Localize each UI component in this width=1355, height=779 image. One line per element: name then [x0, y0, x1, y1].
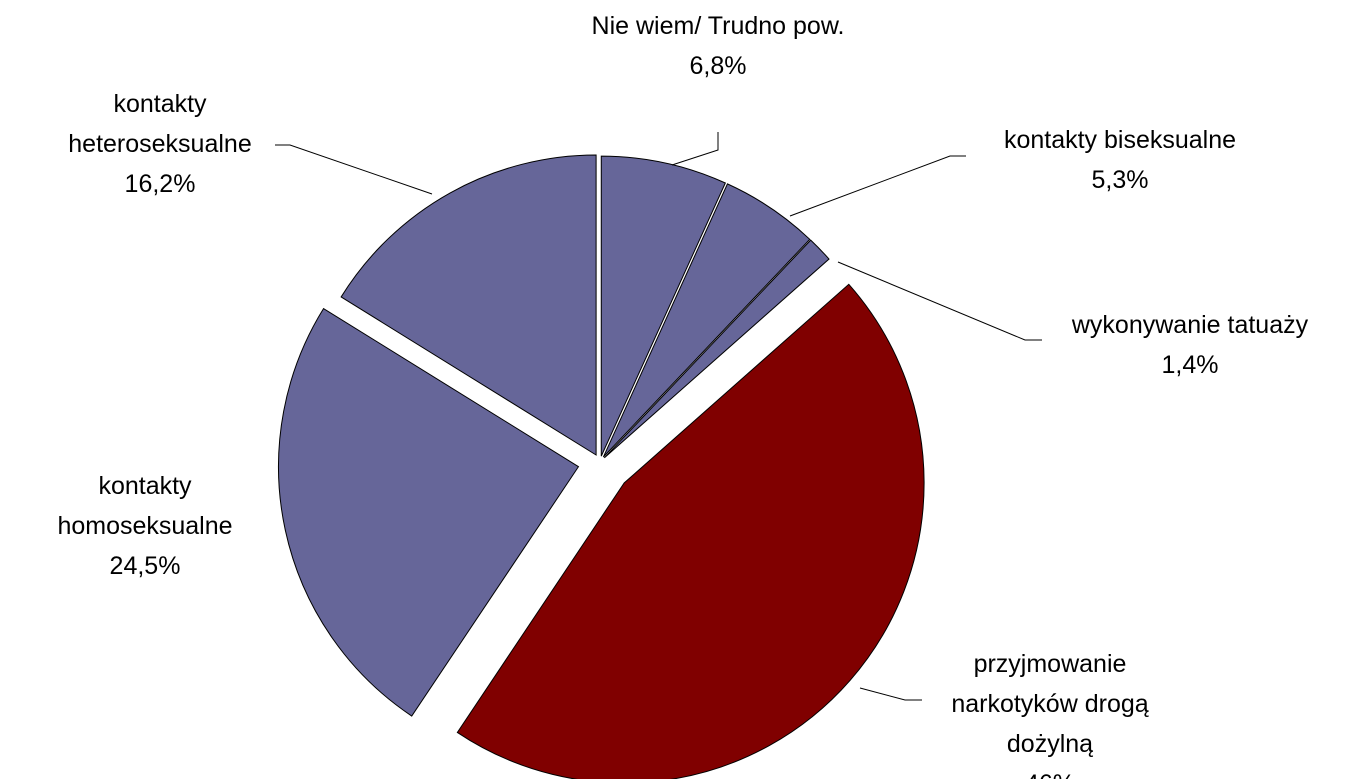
leader-line: [671, 132, 719, 166]
value-label: 16,2%: [124, 170, 196, 198]
slice-label: kontakty heteroseksualne 16,2%: [40, 84, 280, 204]
leader-line: [789, 155, 966, 217]
pie-slice: [602, 183, 811, 458]
slice-label: kontakty homoseksualne 24,5%: [20, 466, 270, 586]
category-name: Nie wiem/ Trudno pow.: [591, 12, 845, 40]
pie-slice: [603, 239, 830, 459]
leader-line: [837, 261, 1042, 341]
category-name: kontakty homoseksualne: [57, 472, 233, 540]
value-label: 6,8%: [689, 52, 747, 80]
category-name: wykonywanie tatuaży: [1071, 311, 1309, 339]
category-name: przyjmowanie narkotyków drogą dożylną: [951, 650, 1149, 758]
slice-label: przyjmowanie narkotyków drogą dożylną 46%: [925, 644, 1175, 779]
slice-label: kontakty biseksualne 5,3%: [950, 120, 1290, 200]
value-label: 46%: [925, 764, 1175, 779]
pie-slice: [340, 154, 597, 456]
pie-slice: [600, 155, 727, 457]
leader-line: [859, 687, 922, 701]
category-name: kontakty biseksualne: [1003, 126, 1237, 154]
slice-label: wykonywanie tatuaży 1,4%: [1030, 305, 1350, 385]
leader-line: [275, 144, 433, 195]
value-label: 1,4%: [1161, 351, 1219, 379]
value-label: 24,5%: [109, 552, 181, 580]
slice-label: Nie wiem/ Trudno pow. 6,8%: [573, 6, 863, 86]
pie-slice: [278, 307, 580, 717]
value-label: 5,3%: [1091, 166, 1149, 194]
category-name: kontakty heteroseksualne: [68, 90, 252, 158]
